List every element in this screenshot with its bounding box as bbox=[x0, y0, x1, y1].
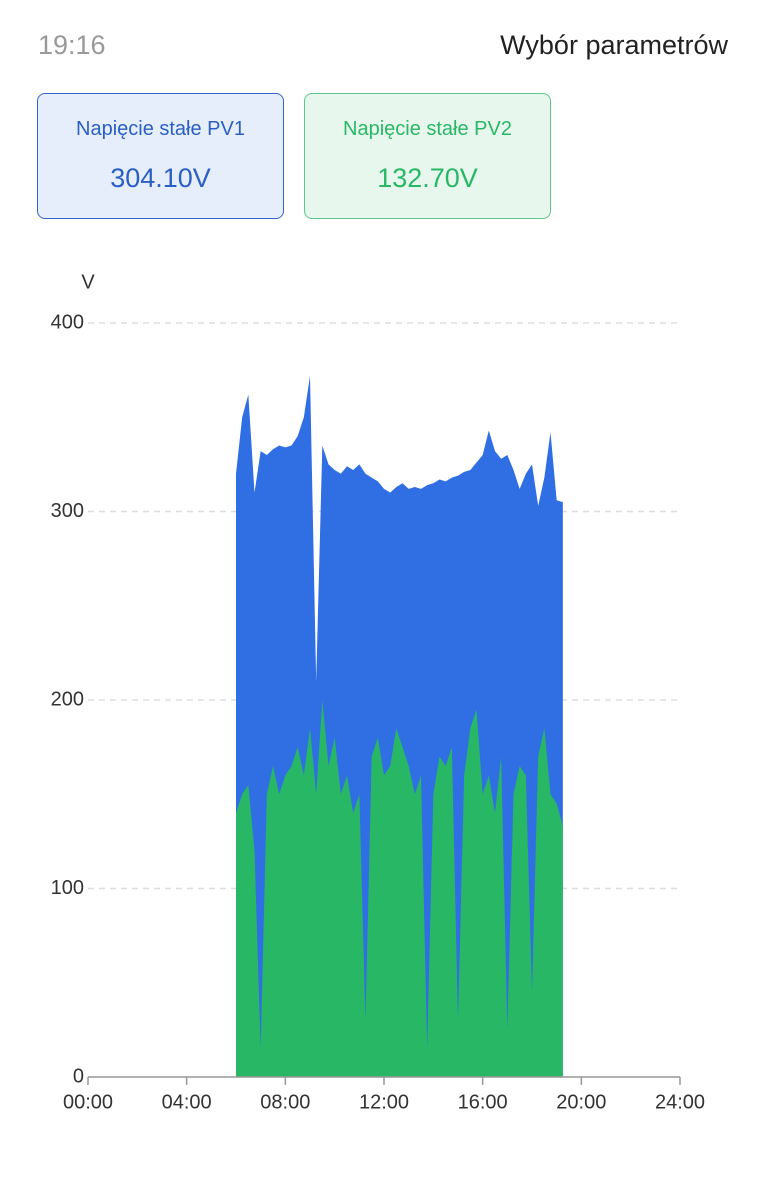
card-label: Napięcie stałe PV2 bbox=[343, 118, 512, 140]
y-tick-label: 200 bbox=[51, 688, 84, 710]
pv2-card[interactable]: Napięcie stałe PV2 132.70V bbox=[304, 93, 551, 219]
card-value: 132.70V bbox=[377, 163, 478, 193]
x-tick-label: 00:00 bbox=[63, 1091, 113, 1113]
card-value: 304.10V bbox=[110, 163, 211, 193]
x-tick-label: 12:00 bbox=[359, 1091, 409, 1113]
area-series bbox=[236, 700, 563, 1077]
x-tick-label: 20:00 bbox=[556, 1091, 606, 1113]
status-time: 19:16 bbox=[38, 30, 106, 60]
y-tick-label: 100 bbox=[51, 877, 84, 899]
x-tick-label: 24:00 bbox=[655, 1091, 705, 1113]
x-tick-label: 16:00 bbox=[458, 1091, 508, 1113]
page-title[interactable]: Wybór parametrów bbox=[500, 30, 728, 60]
y-axis-label: V bbox=[81, 271, 95, 293]
card-label: Napięcie stałe PV1 bbox=[76, 118, 245, 140]
x-tick-label: 08:00 bbox=[260, 1091, 310, 1113]
y-tick-label: 400 bbox=[51, 311, 84, 333]
pv1-card[interactable]: Napięcie stałe PV1 304.10V bbox=[37, 93, 284, 219]
y-tick-label: 300 bbox=[51, 500, 84, 522]
x-tick-label: 04:00 bbox=[162, 1091, 212, 1113]
y-tick-label: 0 bbox=[73, 1065, 84, 1087]
